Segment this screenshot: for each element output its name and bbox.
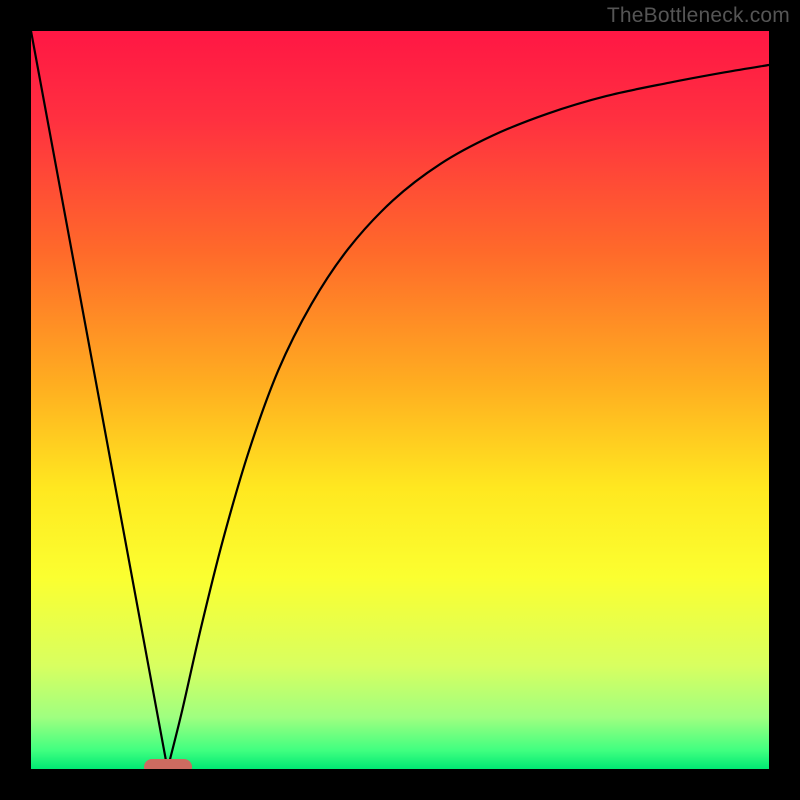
- bottleneck-curve: [31, 31, 769, 769]
- optimum-marker: [144, 759, 192, 769]
- watermark-text: TheBottleneck.com: [607, 4, 790, 28]
- plot-area: [31, 31, 769, 769]
- chart-frame: TheBottleneck.com: [0, 0, 800, 800]
